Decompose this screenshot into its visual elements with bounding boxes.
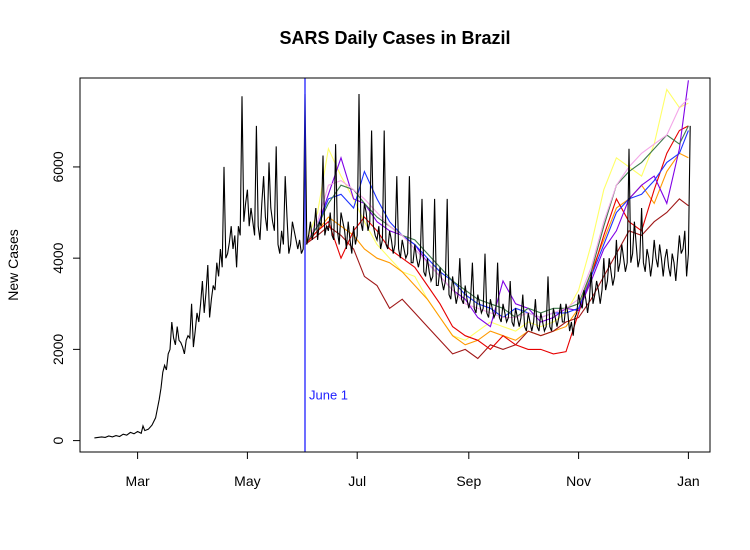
- x-axis: Mar May Jul Sep Nov Jan: [126, 451, 700, 489]
- projection-line-1: [304, 88, 689, 341]
- june-1-annotation: June 1: [309, 388, 348, 403]
- x-tick-label: Jan: [677, 473, 700, 489]
- y-axis-label: New Cases: [5, 229, 21, 301]
- x-tick-label: Sep: [456, 473, 481, 489]
- x-tick-label: Jul: [348, 473, 366, 489]
- projection-line-7: [304, 125, 689, 319]
- observed-series-line: [94, 93, 691, 439]
- x-tick-label: May: [234, 473, 260, 489]
- projection-series-group: [304, 80, 689, 360]
- x-tick-label: Nov: [566, 473, 591, 489]
- x-tick-label: Mar: [126, 473, 150, 489]
- y-tick-label: 0: [50, 436, 66, 444]
- projection-line-8: [304, 98, 689, 319]
- y-axis: 0 2000 4000 6000: [50, 151, 81, 444]
- projection-line-3: [304, 198, 689, 360]
- chart-title: SARS Daily Cases in Brazil: [279, 28, 511, 48]
- y-tick-label: 2000: [50, 334, 66, 365]
- projection-line-6: [304, 130, 689, 319]
- y-tick-label: 6000: [50, 151, 66, 182]
- y-tick-label: 4000: [50, 242, 66, 273]
